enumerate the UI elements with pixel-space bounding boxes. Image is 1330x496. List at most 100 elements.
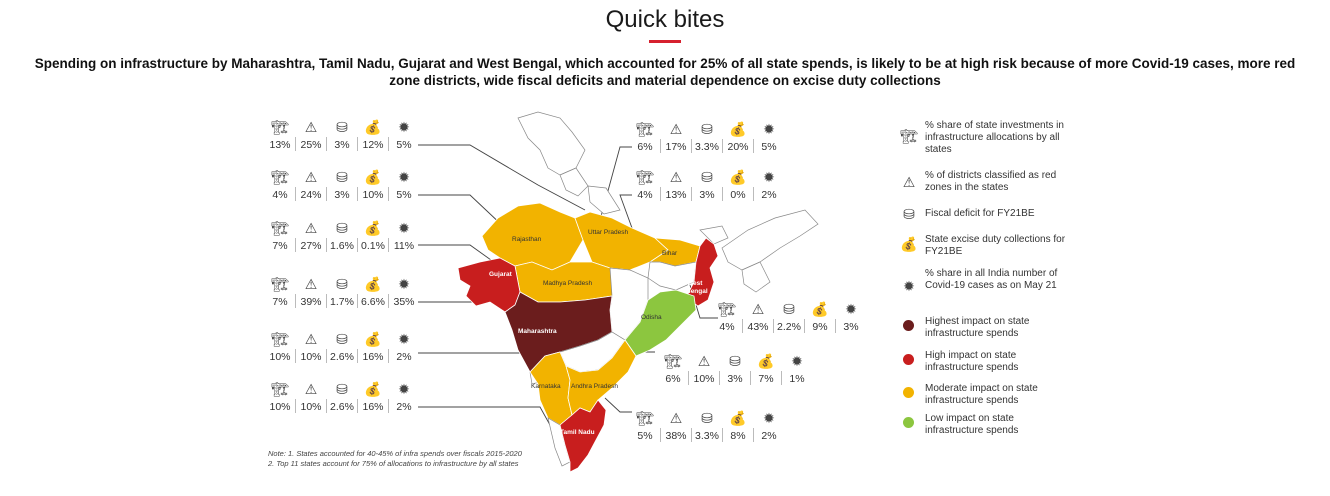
stat-separator bbox=[750, 371, 751, 385]
stat-separator bbox=[753, 428, 754, 442]
stat-value: 5% bbox=[396, 189, 412, 201]
stat-value: 1.6% bbox=[330, 240, 354, 252]
stat-value: 10% bbox=[693, 373, 715, 385]
stat-value: 2% bbox=[396, 401, 412, 413]
stat-value: 11% bbox=[393, 240, 415, 252]
stat-separator bbox=[357, 399, 358, 413]
stat-cell: ⛁ 3% bbox=[692, 168, 722, 201]
label-odisha: Odisha bbox=[641, 314, 662, 321]
label-andhra-pradesh: Andhra Pradesh bbox=[571, 383, 618, 390]
stat-cell: ⚠ 24% bbox=[296, 168, 326, 201]
coins-icon: ⛁ bbox=[336, 276, 348, 292]
virus-icon: ✹ bbox=[763, 169, 775, 185]
stat-cell: 🏗 7% bbox=[265, 275, 295, 308]
stat-separator bbox=[357, 238, 358, 252]
stat-separator bbox=[295, 349, 296, 363]
stat-cell: 💰 20% bbox=[723, 120, 753, 153]
stat-cell: 💰 7% bbox=[751, 352, 781, 385]
state-andhra-pradesh bbox=[565, 339, 637, 416]
coins-icon: ⛁ bbox=[336, 381, 348, 397]
stat-separator bbox=[388, 187, 389, 201]
stat-value: 2.6% bbox=[330, 351, 354, 363]
state-tamil-nadu bbox=[559, 399, 607, 473]
stat-value: 13% bbox=[269, 139, 291, 151]
stat-separator bbox=[326, 238, 327, 252]
stat-separator bbox=[742, 319, 743, 333]
stat-cell: ⛁ 3.3% bbox=[692, 120, 722, 153]
stat-value: 3% bbox=[699, 189, 715, 201]
state-gujarat bbox=[457, 257, 521, 313]
money-bag-icon: 💰 bbox=[757, 353, 775, 369]
stat-cell: 💰 0% bbox=[723, 168, 753, 201]
infrastructure-icon: 🏗 bbox=[271, 331, 289, 347]
coins-icon: ⛁ bbox=[336, 169, 348, 185]
stat-value: 8% bbox=[730, 430, 746, 442]
warning-icon: ⚠ bbox=[669, 121, 683, 137]
virus-icon: ✹ bbox=[398, 331, 410, 347]
stat-separator bbox=[722, 139, 723, 153]
stat-separator bbox=[357, 137, 358, 151]
high-dot bbox=[903, 354, 914, 365]
stat-cell: ⛁ 1.6% bbox=[327, 219, 357, 252]
stat-value: 1% bbox=[789, 373, 805, 385]
stat-value: 17% bbox=[665, 141, 687, 153]
stat-value: 25% bbox=[300, 139, 322, 151]
virus-icon: ✹ bbox=[903, 278, 915, 294]
stat-separator bbox=[357, 294, 358, 308]
virus-icon: ✹ bbox=[791, 353, 803, 369]
stat-cell: ⛁ 3% bbox=[327, 168, 357, 201]
stat-separator bbox=[295, 238, 296, 252]
virus-icon: ✹ bbox=[398, 381, 410, 397]
stat-cell: ⛁ 3% bbox=[720, 352, 750, 385]
infrastructure-icon: 🏗 bbox=[718, 301, 736, 317]
stat-separator bbox=[688, 371, 689, 385]
page-title: Quick bites bbox=[605, 6, 725, 33]
stat-cell: 💰 16% bbox=[358, 380, 388, 413]
warning-icon: ⚠ bbox=[304, 381, 318, 397]
stat-cell: 🏗 4% bbox=[630, 168, 660, 201]
stat-value: 10% bbox=[269, 401, 291, 413]
virus-icon: ✹ bbox=[845, 301, 857, 317]
stat-value: 3.3% bbox=[695, 141, 719, 153]
coins-icon: ⛁ bbox=[336, 119, 348, 135]
stat-value: 2.2% bbox=[777, 321, 801, 333]
stat-value: 3% bbox=[334, 139, 350, 151]
money-bag-icon: 💰 bbox=[900, 236, 918, 252]
stat-value: 1.7% bbox=[330, 296, 354, 308]
stat-cell: 💰 0.1% bbox=[358, 219, 388, 252]
stat-separator bbox=[388, 399, 389, 413]
virus-icon: ✹ bbox=[763, 410, 775, 426]
coins-icon: ⛁ bbox=[783, 301, 795, 317]
stat-value: 24% bbox=[300, 189, 322, 201]
stat-value: 6% bbox=[637, 141, 653, 153]
stat-separator bbox=[753, 139, 754, 153]
money-bag-icon: 💰 bbox=[364, 276, 382, 292]
stat-value: 3% bbox=[727, 373, 743, 385]
stat-separator bbox=[835, 319, 836, 333]
stat-value: 3% bbox=[334, 189, 350, 201]
money-bag-icon: 💰 bbox=[729, 169, 747, 185]
stat-separator bbox=[295, 399, 296, 413]
stat-value: 16% bbox=[362, 351, 384, 363]
stat-value: 7% bbox=[272, 296, 288, 308]
stat-separator bbox=[388, 137, 389, 151]
highest-dot bbox=[903, 320, 914, 331]
money-bag-icon: 💰 bbox=[364, 331, 382, 347]
stat-value: 10% bbox=[300, 401, 322, 413]
stat-separator bbox=[295, 294, 296, 308]
coins-icon: ⛁ bbox=[903, 206, 915, 222]
stat-separator bbox=[295, 137, 296, 151]
stat-value: 6.6% bbox=[361, 296, 385, 308]
money-bag-icon: 💰 bbox=[364, 119, 382, 135]
stat-separator bbox=[722, 428, 723, 442]
footnote: Note: 1. States accounted for 40-45% of … bbox=[268, 449, 522, 469]
label-rajasthan: Rajasthan bbox=[512, 236, 542, 243]
infrastructure-icon: 🏗 bbox=[271, 220, 289, 236]
warning-icon: ⚠ bbox=[669, 410, 683, 426]
stat-value: 16% bbox=[362, 401, 384, 413]
virus-icon: ✹ bbox=[398, 220, 410, 236]
stat-value: 6% bbox=[665, 373, 681, 385]
stat-cell: 💰 10% bbox=[358, 168, 388, 201]
virus-icon: ✹ bbox=[398, 169, 410, 185]
stat-separator bbox=[781, 371, 782, 385]
